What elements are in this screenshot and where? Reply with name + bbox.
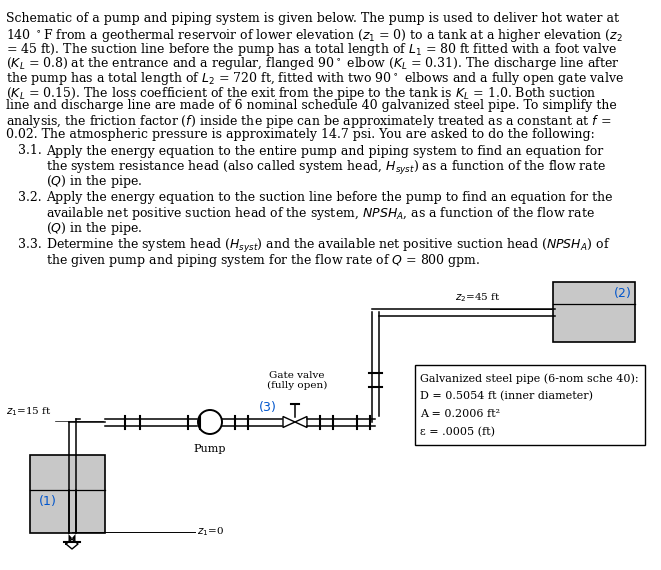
Text: $z_1$=15 ft: $z_1$=15 ft — [6, 405, 52, 418]
Text: 3.1.: 3.1. — [18, 145, 42, 157]
Text: 0.02. The atmospheric pressure is approximately 14.7 psi. You are asked to do th: 0.02. The atmospheric pressure is approx… — [6, 128, 595, 141]
Polygon shape — [283, 417, 295, 428]
Polygon shape — [295, 417, 307, 428]
Text: $(2)$: $(2)$ — [613, 284, 632, 299]
Text: the pump has a total length of $L_2$ = 720 ft, fitted with two 90$^\circ$ elbows: the pump has a total length of $L_2$ = 7… — [6, 70, 624, 87]
Text: 140 $^\circ$F from a geothermal reservoir of lower elevation ($z_1$ = 0) to a ta: 140 $^\circ$F from a geothermal reservoi… — [6, 26, 623, 43]
Text: ε = .0005 (ft): ε = .0005 (ft) — [420, 427, 495, 437]
Text: available net positive suction head of the system, $NPSH_A$, as a function of th: available net positive suction head of t… — [46, 206, 595, 222]
Text: (fully open): (fully open) — [267, 381, 327, 390]
Text: Pump: Pump — [194, 444, 226, 454]
Text: the given pump and piping system for the flow rate of $Q$ = 800 gpm.: the given pump and piping system for the… — [46, 252, 481, 269]
Text: 3.3.: 3.3. — [18, 238, 42, 250]
Text: D = 0.5054 ft (inner diameter): D = 0.5054 ft (inner diameter) — [420, 391, 593, 401]
Text: ($K_L$ = 0.15). The loss coefficient of the exit from the pipe to the tank is $K: ($K_L$ = 0.15). The loss coefficient of … — [6, 84, 596, 101]
Text: 3.2.: 3.2. — [18, 191, 42, 204]
Text: A = 0.2006 ft²: A = 0.2006 ft² — [420, 409, 500, 419]
Text: line and discharge line are made of 6 nominal schedule 40 galvanized steel pipe.: line and discharge line are made of 6 no… — [6, 99, 617, 112]
Text: the system resistance head (also called system head, $H_{syst}$) as a function o: the system resistance head (also called … — [46, 159, 606, 177]
Bar — [30, 455, 105, 533]
Text: Determine the system head ($H_{syst}$) and the available net positive suction he: Determine the system head ($H_{syst}$) a… — [46, 238, 610, 255]
Text: Gate valve: Gate valve — [269, 371, 325, 380]
Text: ($K_L$ = 0.8) at the entrance and a regular, flanged 90$^\circ$ elbow ($K_L$ = 0: ($K_L$ = 0.8) at the entrance and a regu… — [6, 55, 619, 72]
Text: Apply the energy equation to the entire pump and piping system to find an equati: Apply the energy equation to the entire … — [46, 145, 603, 157]
Bar — [553, 282, 635, 342]
Text: = 45 ft). The suction line before the pump has a total length of $L_1$ = 80 ft f: = 45 ft). The suction line before the pu… — [6, 41, 617, 58]
Text: ($Q$) in the pipe.: ($Q$) in the pipe. — [46, 173, 142, 190]
Text: $z_1$=0: $z_1$=0 — [197, 526, 224, 539]
Text: analysis, the friction factor ($f$) inside the pipe can be approximately treated: analysis, the friction factor ($f$) insi… — [6, 113, 611, 131]
Text: Galvanized steel pipe (6-nom sche 40):: Galvanized steel pipe (6-nom sche 40): — [420, 373, 639, 384]
Bar — [415, 365, 645, 445]
Text: $z_2$=45 ft: $z_2$=45 ft — [455, 291, 500, 304]
Text: Schematic of a pump and piping system is given below. The pump is used to delive: Schematic of a pump and piping system is… — [6, 12, 619, 25]
Polygon shape — [69, 534, 72, 542]
Text: ($Q$) in the pipe.: ($Q$) in the pipe. — [46, 220, 142, 237]
Text: $(3)$: $(3)$ — [258, 400, 276, 414]
Polygon shape — [72, 534, 75, 542]
Text: Apply the energy equation to the suction line before the pump to find an equatio: Apply the energy equation to the suction… — [46, 191, 613, 204]
Text: $(1)$: $(1)$ — [38, 494, 57, 508]
